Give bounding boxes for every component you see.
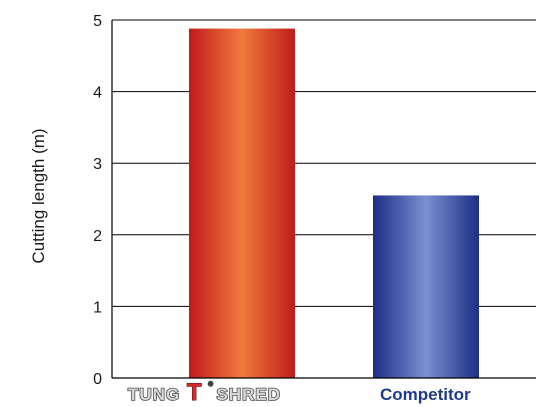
y-axis-label: Cutting length (m)	[29, 128, 48, 263]
y-tick-label-5: 5	[93, 13, 102, 30]
bar-competitor	[373, 195, 479, 378]
y-tick-label-2: 2	[93, 228, 102, 245]
y-tick-labels: 0 1 2 3 4 5	[93, 13, 102, 388]
y-tick-label-3: 3	[93, 156, 102, 173]
svg-text:TUNG T ® SHR: TUNG T ® SHRED	[128, 371, 281, 406]
y-tick-label-4: 4	[93, 85, 102, 102]
logo-part-tung: TUNG	[128, 385, 180, 404]
x-tick-label-competitor: Competitor	[380, 385, 471, 404]
x-tick-label-tungtshred-logo: TUNG T ® SHRED	[127, 371, 281, 407]
logo-part-shred: SHRED	[216, 385, 281, 404]
logo-accent-t: T	[187, 379, 203, 406]
bars	[189, 28, 479, 378]
y-tick-label-0: 0	[93, 371, 102, 388]
bar-tungtshred	[189, 28, 295, 378]
logo-registered-mark: ®	[208, 381, 213, 388]
y-tick-label-1: 1	[93, 299, 102, 316]
